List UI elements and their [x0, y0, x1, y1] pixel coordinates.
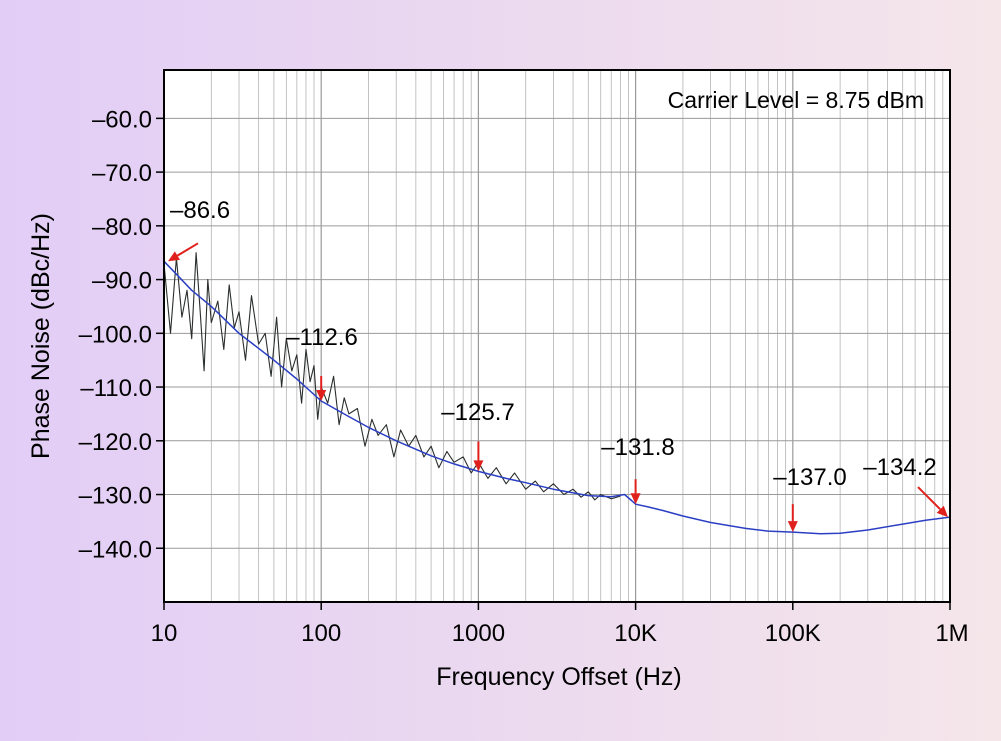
y-tick-label: –120.0: [79, 429, 152, 456]
annotation-arrow: [917, 486, 941, 511]
x-tick-label: 10K: [614, 620, 657, 647]
x-axis-title: Frequency Offset (Hz): [436, 663, 681, 691]
annotation-arrowhead: [936, 505, 948, 518]
x-tick-label: 100K: [765, 620, 821, 647]
annotation-label: –134.2: [863, 454, 936, 481]
annotations: –86.6 –112.6 –125.7 –131.8 –137.0 –134.2: [168, 197, 948, 533]
annotation-label: –131.8: [601, 434, 674, 461]
annotation-arrowhead: [473, 460, 484, 472]
y-tick-label: –110.0: [80, 375, 152, 402]
y-tick-label: –130.0: [79, 483, 152, 510]
annotation-arrowhead: [316, 390, 327, 402]
annotation-label: –86.6: [170, 197, 230, 224]
y-tick-label: –140.0: [79, 536, 152, 563]
y-axis: –60.0 –70.0 –80.0 –90.0 –100.0 –110.0 –120.0 –1…: [79, 106, 164, 563]
plot-area: [164, 70, 950, 602]
grid: [163, 70, 950, 602]
x-tick-label: 1M: [935, 620, 968, 647]
annotation-label: –125.7: [441, 399, 514, 426]
annotation-arrow: [176, 242, 199, 257]
y-tick-label: –80.0: [92, 214, 152, 241]
y-axis-title: Phase Noise (dBc/Hz): [27, 213, 55, 459]
y-tick-label: –60.0: [92, 106, 152, 133]
y-tick-label: –100.0: [79, 321, 152, 348]
annotation-label: –137.0: [773, 464, 846, 491]
annotation-arrowhead: [630, 493, 641, 505]
carrier-level-note: Carrier Level = 8.75 dBm: [668, 87, 924, 113]
x-tick-label: 100: [301, 620, 341, 647]
series-line: [163, 260, 951, 535]
series-group: [163, 252, 951, 535]
annotation-label: –112.6: [286, 324, 358, 351]
y-tick-label: –90.0: [92, 268, 152, 295]
annotation-arrowhead: [168, 251, 181, 262]
x-tick-label: 10: [151, 620, 178, 647]
plot-frame: [163, 69, 951, 603]
x-axis: 10 100 1000 10K 100K 1M: [151, 602, 969, 647]
annotation-arrowhead: [787, 521, 798, 533]
y-tick-label: –70.0: [92, 160, 152, 187]
x-tick-label: 1000: [452, 620, 505, 647]
